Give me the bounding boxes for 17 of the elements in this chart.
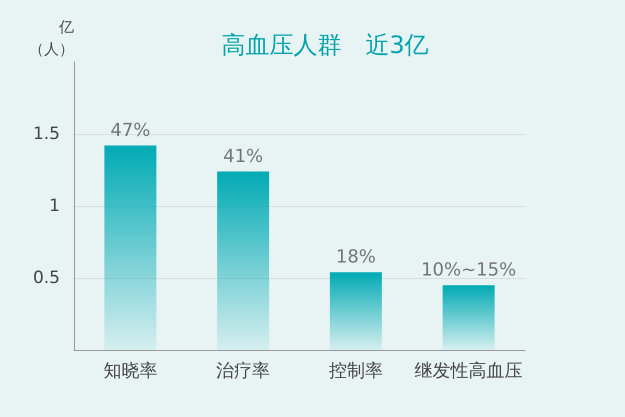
bar: [217, 171, 270, 350]
bar: [442, 285, 495, 350]
y-tick-label: 1: [49, 196, 60, 216]
x-tick-label: 控制率: [328, 360, 383, 382]
y-axis-title: 亿（人）: [29, 18, 74, 58]
annotation: 41%: [223, 146, 264, 167]
annotation: 47%: [110, 120, 150, 142]
y-tick-label: 0.5: [32, 268, 60, 288]
x-tick-label: 知晓率: [103, 360, 158, 382]
chart-title: 高血压人群 近3亿: [221, 31, 429, 59]
y-tick-label: 1.5: [32, 124, 60, 144]
bar: [104, 146, 156, 350]
x-tick-label: 治疗率: [216, 360, 270, 382]
annotation: 10%~15%: [421, 260, 516, 281]
x-tick-label: 继发性高血压: [414, 360, 523, 382]
annotation: 18%: [336, 246, 376, 268]
bar: [330, 272, 382, 350]
